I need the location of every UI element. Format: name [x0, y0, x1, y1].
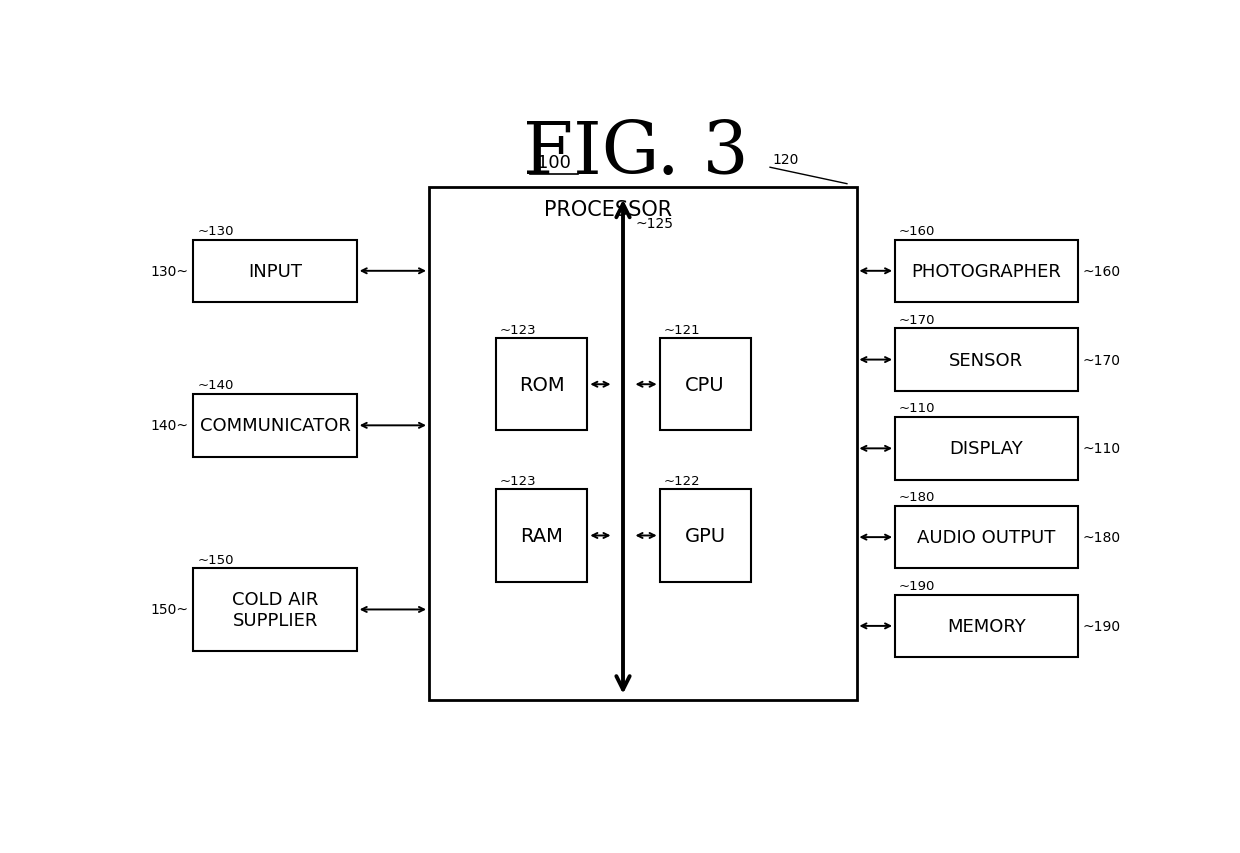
Text: ~125: ~125 [635, 217, 673, 231]
Bar [193, 395, 357, 457]
Bar [895, 507, 1078, 569]
Bar [895, 329, 1078, 392]
Bar [895, 595, 1078, 658]
Text: 130~: 130~ [150, 264, 188, 278]
Text: ~122: ~122 [663, 474, 701, 487]
Bar [660, 490, 751, 582]
Text: ~160: ~160 [899, 224, 935, 238]
Text: 120: 120 [773, 153, 800, 166]
Text: ~170: ~170 [899, 313, 935, 327]
Text: ~190: ~190 [1083, 619, 1121, 633]
Text: ~180: ~180 [1083, 531, 1121, 544]
Text: ~180: ~180 [899, 490, 935, 503]
Text: 140~: 140~ [150, 419, 188, 432]
Text: SENSOR: SENSOR [949, 351, 1023, 369]
Text: ~150: ~150 [197, 553, 234, 566]
Text: MEMORY: MEMORY [947, 618, 1025, 635]
Text: ~190: ~190 [899, 579, 935, 592]
Text: ROM: ROM [520, 375, 564, 394]
Text: DISPLAY: DISPLAY [950, 440, 1023, 458]
Text: COLD AIR
SUPPLIER: COLD AIR SUPPLIER [232, 590, 319, 630]
Text: CPU: CPU [686, 375, 725, 394]
Bar [496, 339, 588, 431]
Text: PHOTOGRAPHER: PHOTOGRAPHER [911, 263, 1061, 281]
Text: ~170: ~170 [1083, 353, 1121, 367]
Text: ~123: ~123 [500, 323, 537, 336]
Bar [193, 241, 357, 303]
Bar [429, 188, 857, 700]
Text: ~110: ~110 [1083, 442, 1121, 456]
Text: ~121: ~121 [663, 323, 701, 336]
Text: ~123: ~123 [500, 474, 537, 487]
Text: INPUT: INPUT [248, 263, 303, 281]
Text: PROCESSOR: PROCESSOR [544, 200, 672, 219]
Text: ~140: ~140 [197, 379, 233, 392]
Text: RAM: RAM [521, 526, 563, 545]
Bar [193, 569, 357, 651]
Text: AUDIO OUTPUT: AUDIO OUTPUT [918, 529, 1055, 547]
Text: FIG. 3: FIG. 3 [523, 119, 748, 189]
Text: COMMUNICATOR: COMMUNICATOR [200, 417, 351, 435]
Bar [895, 241, 1078, 303]
Text: ~130: ~130 [197, 224, 234, 238]
Text: 100: 100 [537, 154, 570, 171]
Bar [660, 339, 751, 431]
Text: ~110: ~110 [899, 402, 935, 415]
Text: 150~: 150~ [150, 603, 188, 617]
Bar [895, 418, 1078, 480]
Text: GPU: GPU [684, 526, 725, 545]
Text: ~160: ~160 [1083, 264, 1121, 278]
Bar [496, 490, 588, 582]
